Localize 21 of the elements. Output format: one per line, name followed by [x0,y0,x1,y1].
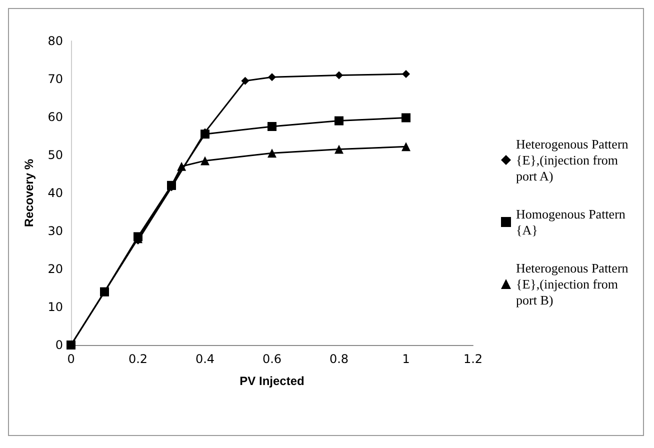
x-tick-label: 1.2 [463,352,483,366]
x-tick-label: 1 [402,352,410,366]
y-tick-label: 0 [55,338,63,352]
y-tick-label: 20 [48,262,63,276]
y-tick-label: 30 [48,224,63,238]
x-axis-title: PV Injected [240,374,304,388]
legend-label: Heterogenous Pattern {E},(injection from port B) [516,260,632,308]
y-axis-title: Recovery % [22,158,36,228]
y-tick-label: 60 [48,110,63,124]
legend-label: Heterogenous Pattern {E},(injection from port A) [516,136,632,184]
x-tick-label: 0.6 [262,352,282,366]
y-tick-label: 80 [48,34,63,48]
y-tick-label: 70 [48,72,63,86]
x-tick-label: 0.2 [128,352,148,366]
legend-label: Homogenous Pattern {A} [516,206,629,238]
y-tick-label: 10 [48,300,63,314]
y-tick-label: 40 [48,186,63,200]
x-tick-label: 0.4 [195,352,215,366]
y-tick-label: 50 [48,148,63,162]
x-tick-label: 0 [67,352,75,366]
x-tick-label: 0.8 [329,352,349,366]
